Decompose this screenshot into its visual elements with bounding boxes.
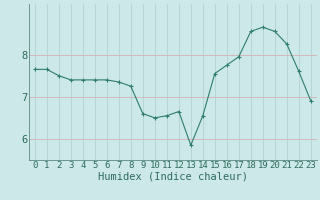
X-axis label: Humidex (Indice chaleur): Humidex (Indice chaleur) bbox=[98, 172, 248, 182]
